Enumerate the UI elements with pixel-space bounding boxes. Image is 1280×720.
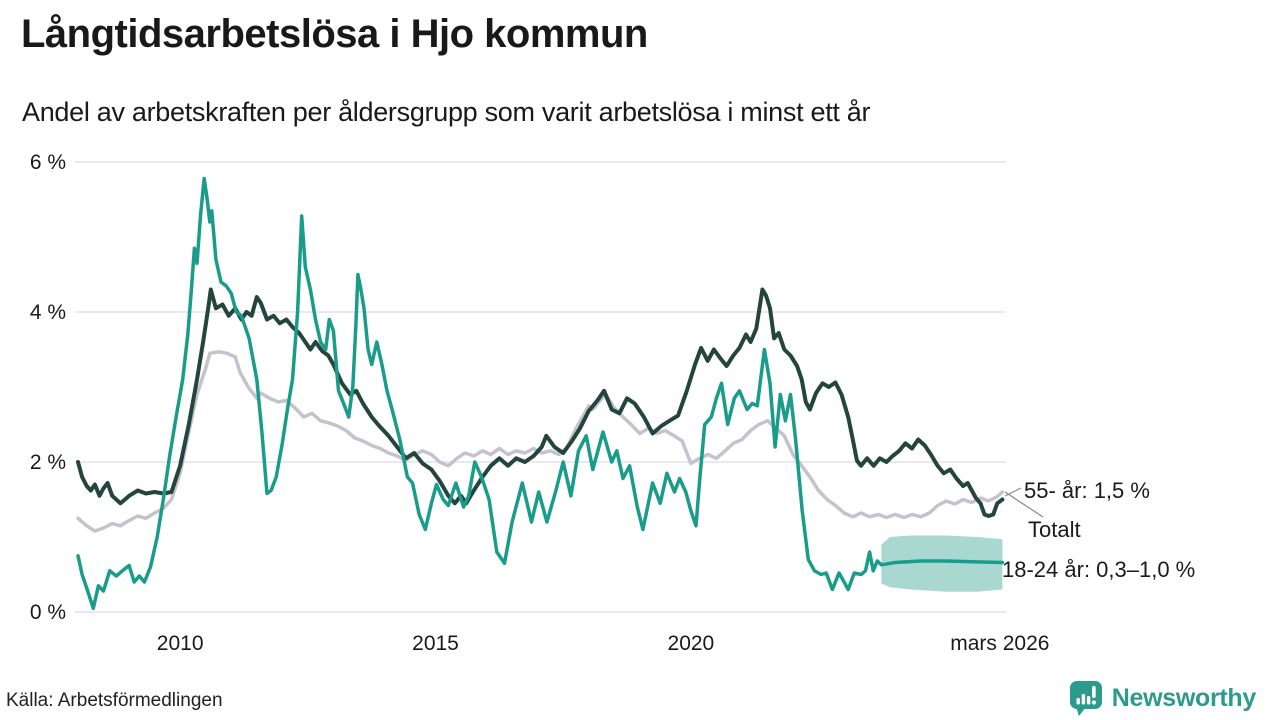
x-axis-ticks: 2010 2015 2020 mars 2026 — [157, 632, 1050, 655]
y-tick-label: 4 % — [30, 301, 66, 324]
x-tick-label: 2015 — [412, 632, 459, 655]
series-line-55-ar — [76, 287, 1005, 518]
line-chart: 6 % 4 % 2 % 0 % 2010 2015 2020 mars 2026 55- å… — [30, 151, 1195, 655]
leader-line-55 — [1004, 487, 1022, 497]
series-lines — [76, 176, 1005, 611]
x-tick-label: mars 2026 — [950, 632, 1049, 655]
annotation-55-ar: 55- år: 1,5 % — [1024, 478, 1150, 503]
uncertainty-band — [881, 535, 1003, 592]
series-line-18-24-ar — [76, 176, 1005, 611]
page-title: Långtidsarbetslösa i Hjo kommun — [21, 12, 648, 56]
x-tick-label: 2010 — [157, 632, 204, 655]
brand-name: Newsworthy — [1111, 683, 1257, 712]
y-tick-label: 6 % — [30, 151, 66, 174]
annotation-18-24-ar: 18-24 år: 0,3–1,0 % — [1002, 557, 1195, 582]
y-axis-ticks: 6 % 4 % 2 % 0 % — [30, 151, 66, 624]
annotation-totalt: Totalt — [1028, 517, 1081, 542]
series-line-totalt — [76, 350, 1005, 533]
x-tick-label: 2020 — [668, 632, 715, 655]
source-label: Källa: Arbetsförmedlingen — [6, 690, 223, 711]
leader-line-totalt — [1004, 491, 1044, 518]
forecast-band-18-24 — [881, 535, 1003, 592]
y-tick-label: 2 % — [30, 451, 66, 474]
newsworthy-logo-icon — [1069, 681, 1102, 716]
chart-subtitle: Andel av arbetskraften per åldersgrupp s… — [22, 97, 871, 127]
y-tick-label: 0 % — [30, 601, 66, 624]
brand-logo: Newsworthy — [1068, 679, 1256, 717]
